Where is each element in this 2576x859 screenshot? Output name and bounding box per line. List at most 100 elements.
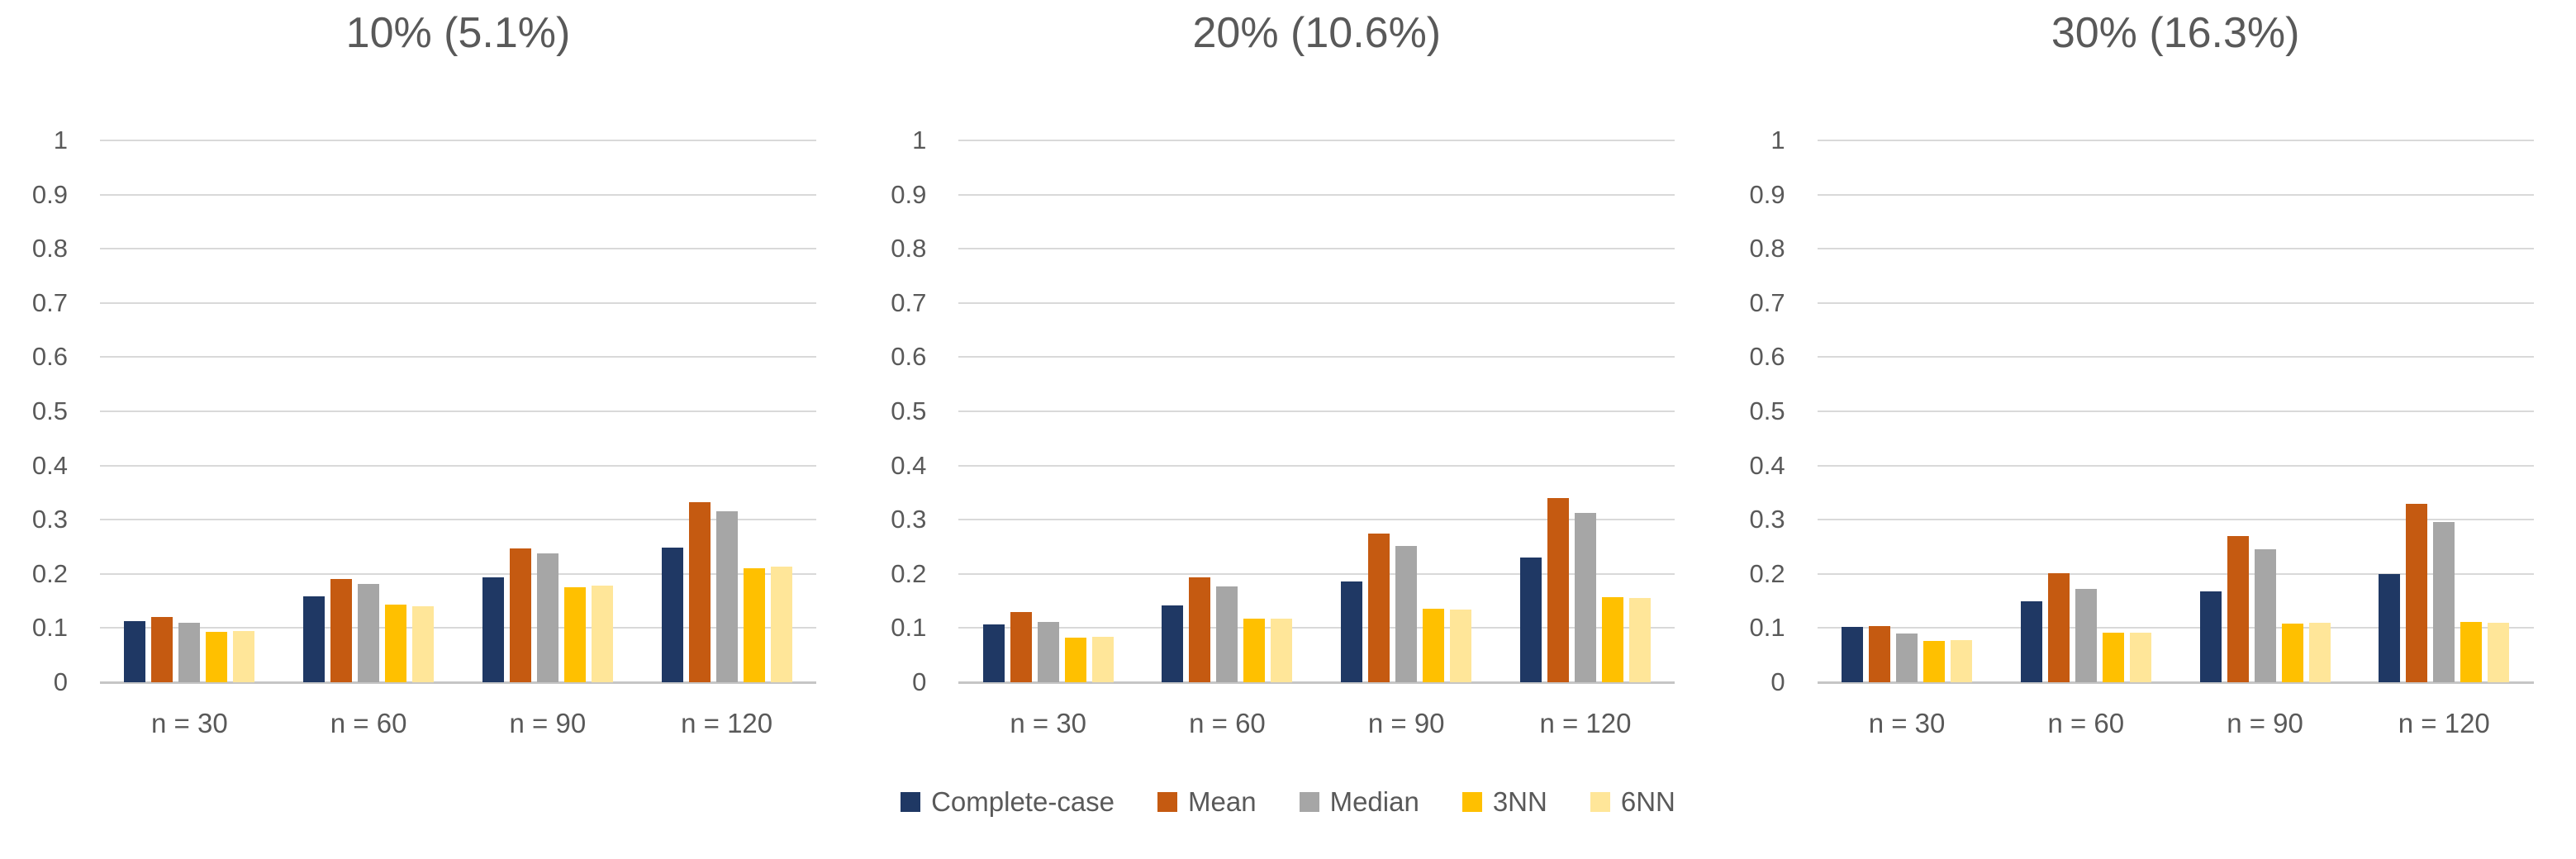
bar-complete-case xyxy=(2199,591,2222,682)
bar-median xyxy=(178,623,201,682)
bar-3nn xyxy=(1423,609,1445,682)
bar-median xyxy=(1037,622,1059,682)
bar-mean xyxy=(1547,498,1569,682)
y-tick-label: 0.5 xyxy=(31,396,68,425)
legend-swatch xyxy=(1157,792,1178,812)
bar-3nn xyxy=(1601,597,1623,682)
x-tick-label: n = 120 xyxy=(1539,708,1632,738)
bar-mean xyxy=(509,548,531,682)
x-tick-label: n = 60 xyxy=(2047,708,2125,738)
bar-mean xyxy=(1869,626,1891,682)
bar-complete-case xyxy=(982,624,1005,682)
legend-item: 3NN xyxy=(1461,786,1547,818)
gridline xyxy=(958,356,1675,358)
bar-3nn xyxy=(2281,624,2303,682)
bar-3nn xyxy=(563,587,586,682)
bar-complete-case xyxy=(303,596,326,682)
gridline xyxy=(1817,464,2534,467)
gridline xyxy=(100,464,816,467)
bar-mean xyxy=(688,502,711,682)
bar-6nn xyxy=(1951,640,1973,682)
bar-3nn xyxy=(2460,622,2483,682)
gridline xyxy=(958,464,1675,467)
gridline xyxy=(1817,627,2534,629)
bars-layer xyxy=(100,140,816,682)
chart-panel-20pct: 20% (10.6%) 0 0.1 0.2 0.3 0.4 0.5 0.6 0.7 0.8 0.9… xyxy=(858,0,1717,859)
y-tick-label: 0.2 xyxy=(891,558,927,588)
bar-group xyxy=(459,140,638,682)
bar-group xyxy=(2355,140,2534,682)
y-tick-label: 0.3 xyxy=(891,505,927,534)
bar-6nn xyxy=(1450,610,1472,682)
bar-median xyxy=(715,511,738,682)
y-tick-label: 0 xyxy=(1770,667,1785,696)
y-tick-label: 0.2 xyxy=(31,558,68,588)
bar-6nn xyxy=(233,631,255,682)
y-tick-label: 0.2 xyxy=(1749,558,1785,588)
bar-median xyxy=(1216,586,1238,682)
bar-complete-case xyxy=(482,577,504,682)
gridline xyxy=(1817,248,2534,250)
bar-group xyxy=(1317,140,1496,682)
y-tick-label: 0.4 xyxy=(1749,450,1785,480)
gridline xyxy=(100,356,816,358)
y-tick-label: 0.1 xyxy=(31,613,68,643)
bar-median xyxy=(358,584,380,682)
bar-3nn xyxy=(743,568,765,682)
y-tick-label: 0 xyxy=(912,667,927,696)
bar-mean xyxy=(1189,577,1211,682)
bar-mean xyxy=(330,579,353,682)
bar-group xyxy=(1818,140,1997,682)
gridline xyxy=(100,519,816,521)
bar-3nn xyxy=(1923,641,1946,682)
y-tick-label: 0.8 xyxy=(31,234,68,263)
y-tick-label: 0.7 xyxy=(891,287,927,317)
gridline xyxy=(1817,572,2534,575)
gridline xyxy=(958,519,1675,521)
y-tick-label: 1 xyxy=(912,126,927,154)
gridline xyxy=(958,411,1675,412)
bar-6nn xyxy=(2129,633,2151,682)
y-tick-label: 1 xyxy=(1770,126,1785,154)
gridline xyxy=(100,301,816,304)
x-tick-label: n = 90 xyxy=(1367,708,1445,738)
bar-complete-case xyxy=(661,548,683,682)
bar-median xyxy=(1574,513,1596,682)
bars-layer xyxy=(958,140,1675,682)
x-tick-label: n = 60 xyxy=(1189,708,1266,738)
bar-group xyxy=(1138,140,1317,682)
y-tick-label: 0.4 xyxy=(891,450,927,480)
bar-median xyxy=(2075,589,2097,682)
bar-mean xyxy=(2047,573,2070,682)
legend-item: Mean xyxy=(1157,786,1257,818)
bar-median xyxy=(1395,546,1418,682)
x-tick-label: n = 120 xyxy=(681,708,773,738)
bar-mean xyxy=(1010,612,1032,682)
bar-group xyxy=(100,140,279,682)
y-tick-label: 0.3 xyxy=(31,505,68,534)
y-tick-label: 0.5 xyxy=(1749,396,1785,425)
x-axis-line xyxy=(958,681,1675,684)
legend-swatch xyxy=(1299,792,1319,812)
y-tick-label: 0.1 xyxy=(1749,613,1785,643)
y-tick-label: 0.4 xyxy=(31,450,68,480)
gridline xyxy=(958,627,1675,629)
y-tick-label: 0.3 xyxy=(1749,505,1785,534)
bar-3nn xyxy=(1064,638,1086,682)
bar-median xyxy=(2433,522,2455,682)
y-tick-label: 0.7 xyxy=(31,287,68,317)
gridline xyxy=(958,140,1675,141)
y-tick-label: 0.8 xyxy=(891,234,927,263)
x-tick-label: n = 60 xyxy=(330,708,407,738)
bar-6nn xyxy=(770,567,792,682)
y-tick-label: 0.5 xyxy=(891,396,927,425)
gridline xyxy=(1817,519,2534,521)
x-tick-label: n = 90 xyxy=(2227,708,2303,738)
legend-item: Complete-case xyxy=(901,786,1115,818)
bar-complete-case xyxy=(124,621,146,682)
bar-group xyxy=(2175,140,2355,682)
gridline xyxy=(1817,193,2534,196)
y-tick-label: 0.8 xyxy=(1749,234,1785,263)
legend-label: 3NN xyxy=(1492,786,1547,817)
